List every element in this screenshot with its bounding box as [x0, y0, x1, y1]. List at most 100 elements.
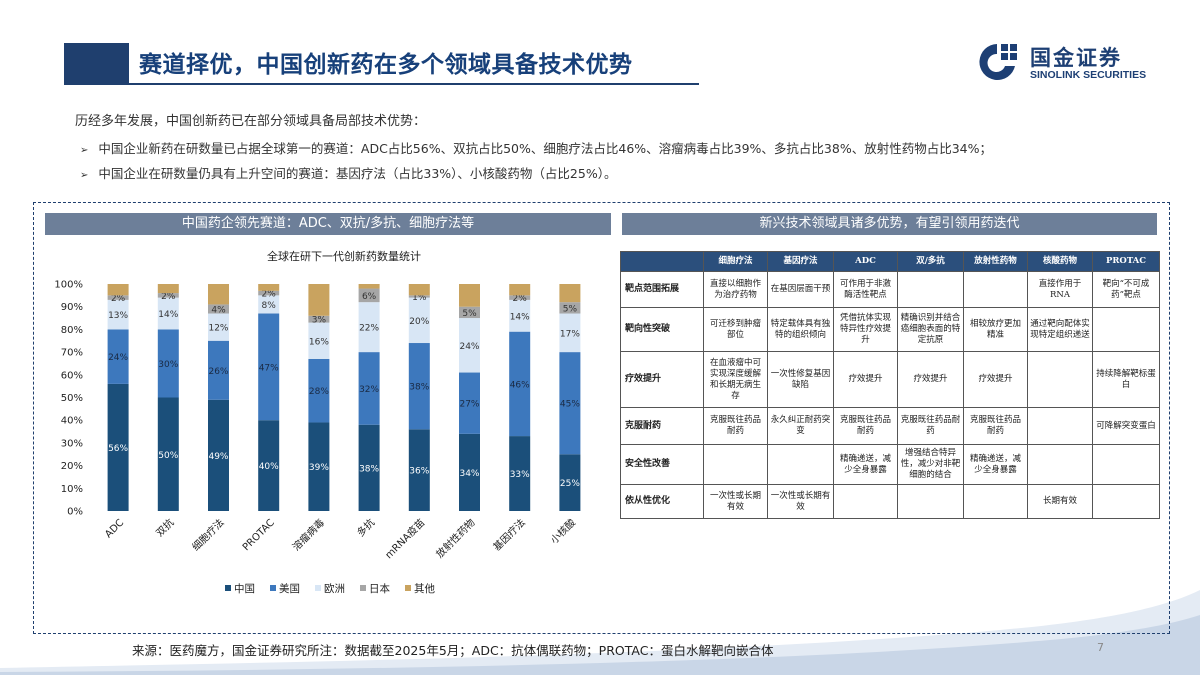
x-category-label: 细胞疗法: [189, 516, 226, 553]
table-cell: [897, 484, 964, 519]
table-cell: [1027, 351, 1093, 408]
bar-segment: [208, 304, 229, 314]
data-label: 2%: [262, 290, 277, 300]
table-header-row: 细胞疗法 基因疗法 ADC 双/多抗 放射性药物 核酸药物 PROTAC: [620, 251, 1160, 272]
table-cell: [1092, 484, 1160, 519]
data-label: 50%: [158, 451, 178, 461]
column-header: 细胞疗法: [703, 251, 768, 272]
data-label: 38%: [359, 464, 379, 474]
table-cell: 一次性修复基因缺陷: [767, 351, 834, 408]
y-tick-label: 10%: [61, 484, 83, 495]
bar-segment: [208, 340, 229, 400]
bar-segment: [509, 284, 531, 296]
table-cell: 一次性或长期有效: [703, 484, 768, 519]
bar-segment: [308, 284, 330, 316]
data-label: 49%: [208, 452, 228, 462]
legend-label: 中国: [234, 582, 255, 595]
row-label: 靶点范围拓展: [620, 271, 704, 308]
data-label: 46%: [510, 380, 530, 390]
bar-segment: [107, 383, 129, 511]
table-cell: 可降解突变蛋白: [1092, 407, 1160, 445]
table-cell: [767, 444, 834, 485]
bar-segment: [157, 293, 179, 298]
data-label: 24%: [459, 342, 479, 352]
page-title: 赛道择优，中国创新药在多个领域具备技术优势: [139, 52, 633, 78]
bar-segment: [358, 302, 380, 353]
table-cell: [703, 444, 768, 485]
x-category-label: 溶瘤病毒: [290, 516, 327, 553]
data-label: 2%: [161, 292, 176, 302]
bar-segment: [459, 433, 480, 511]
logo-english-name: SINOLINK SECURITIES: [1030, 69, 1147, 81]
bar-segment: [308, 422, 330, 511]
data-label: 40%: [259, 462, 279, 472]
data-label: 26%: [208, 367, 228, 377]
data-label: 5%: [462, 309, 477, 319]
data-label: 6%: [362, 292, 377, 302]
y-tick-label: 60%: [61, 370, 83, 381]
bar-segment: [559, 352, 581, 455]
data-label: 28%: [309, 387, 329, 397]
table-row: 靶向性突破 可迁移到肿瘤部位 特定载体具有独特的组织倾向 凭借抗体实现特异性疗效提升精…: [620, 307, 1160, 352]
bar-segment: [459, 372, 480, 434]
data-label: 17%: [560, 329, 580, 339]
table-cell: [897, 271, 964, 308]
bar-segment: [408, 297, 430, 344]
intro-lead: 历经多年发展，中国创新药已在部分领域具备局部技术优势：: [75, 114, 427, 129]
bar-segment: [258, 284, 280, 291]
bar-segment: [509, 436, 531, 511]
table-row: 依从性优化 一次性或长期有效 一次性或长期有效 长期有效: [620, 484, 1160, 519]
legend-label: 美国: [279, 582, 300, 595]
bar-segment: [258, 295, 280, 314]
stacked-bar-chart: 全球在研下一代创新药数量统计 0% 10% 20% 30% 40% 50% 60% 70% 80%…: [54, 249, 581, 595]
data-label: 16%: [309, 337, 329, 347]
table-cell: 相较放疗更加精准: [963, 307, 1028, 352]
table-cell: 直接以细胞作为治疗药物: [703, 271, 768, 308]
bar-segment: [559, 313, 581, 353]
data-label: 8%: [262, 301, 277, 311]
data-label: 14%: [158, 310, 178, 320]
x-category-label: 多抗: [354, 516, 377, 539]
x-category-label: 小核酸: [548, 516, 578, 546]
y-tick-label: 80%: [61, 325, 83, 336]
bar-segment: [258, 290, 280, 296]
table-row: 靶点范围拓展 直接以细胞作为治疗药物 在基因层面干预 可作用于非激酶活性靶点 直接作用于…: [620, 271, 1160, 308]
bar-segment: [258, 313, 280, 421]
bar-segment: [258, 420, 280, 511]
x-category-label: 放射性药物: [433, 516, 478, 561]
data-label: 3%: [312, 316, 327, 326]
bar-segment: [157, 297, 179, 330]
data-label: 25%: [560, 479, 580, 489]
table-cell: [1027, 407, 1093, 445]
data-label: 2%: [513, 294, 528, 304]
bar-segment: [308, 358, 330, 423]
table-cell: 通过靶向配体实现特定组织递送: [1027, 307, 1093, 352]
table-cell: 在基因层面干预: [767, 271, 834, 308]
table-cell: 克服既往药品耐药: [963, 407, 1028, 445]
column-header: 基因疗法: [767, 251, 834, 272]
data-label: 39%: [309, 463, 329, 473]
bar-segment: [459, 284, 480, 307]
bar-segment: [107, 284, 129, 296]
y-tick-label: 70%: [61, 348, 83, 359]
legend-label: 欧洲: [324, 583, 345, 595]
table-cell: [1027, 444, 1093, 485]
y-tick-label: 40%: [61, 416, 83, 427]
data-label: 1%: [412, 293, 427, 303]
data-label: 45%: [560, 400, 580, 410]
bar-segment: [408, 429, 430, 511]
bar-segment: [157, 329, 179, 398]
table-cell: 疗效提升: [897, 351, 964, 408]
legend-swatch: [225, 585, 231, 591]
table-cell: 直接作用于RNA: [1027, 271, 1093, 308]
x-category-label: mRNA疫苗: [382, 516, 427, 561]
table-cell: 克服既往药品耐药: [703, 407, 768, 445]
chart-title: 全球在研下一代创新药数量统计: [267, 249, 421, 263]
arrow-bullet-icon: ➢: [80, 170, 89, 181]
bar-segment: [358, 352, 380, 425]
data-label: 34%: [459, 469, 479, 479]
data-label: 13%: [108, 311, 128, 321]
table-cell: 永久纠正耐药突变: [767, 407, 834, 445]
data-label: 47%: [259, 363, 279, 373]
data-label: 12%: [208, 324, 228, 334]
